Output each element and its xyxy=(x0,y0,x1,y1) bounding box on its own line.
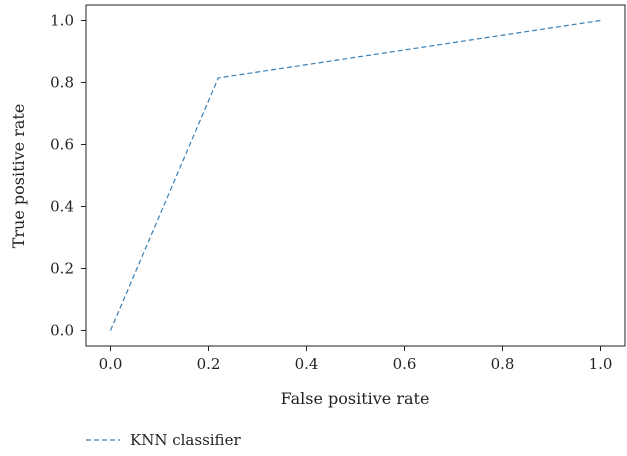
plot-frame xyxy=(85,4,626,347)
y-tick-label: 0.0 xyxy=(50,322,74,340)
x-tick-label: 0.4 xyxy=(295,355,319,373)
x-tick-label: 1.0 xyxy=(589,355,613,373)
series-layer xyxy=(109,19,601,331)
y-tick-label: 0.2 xyxy=(50,260,74,278)
series-line-knn-classifier xyxy=(109,19,601,331)
y-axis-label: True positive rate xyxy=(9,104,28,249)
x-tick-label: 0.2 xyxy=(197,355,221,373)
x-tick-label: 0.0 xyxy=(99,355,123,373)
legend-label-knn: KNN classifier xyxy=(130,431,241,449)
x-axis-label: False positive rate xyxy=(281,389,430,408)
y-axis-ticks: 0.0 0.2 0.4 0.6 0.8 1.0 xyxy=(50,12,86,340)
y-tick-label: 0.8 xyxy=(50,74,74,92)
x-tick-label: 0.8 xyxy=(491,355,515,373)
x-axis-ticks: 0.0 0.2 0.4 0.6 0.8 1.0 xyxy=(99,346,613,373)
x-tick-label: 0.6 xyxy=(393,355,417,373)
y-tick-label: 1.0 xyxy=(50,12,74,30)
y-tick-label: 0.6 xyxy=(50,136,74,154)
legend: KNN classifier xyxy=(86,431,241,449)
y-tick-label: 0.4 xyxy=(50,198,74,216)
